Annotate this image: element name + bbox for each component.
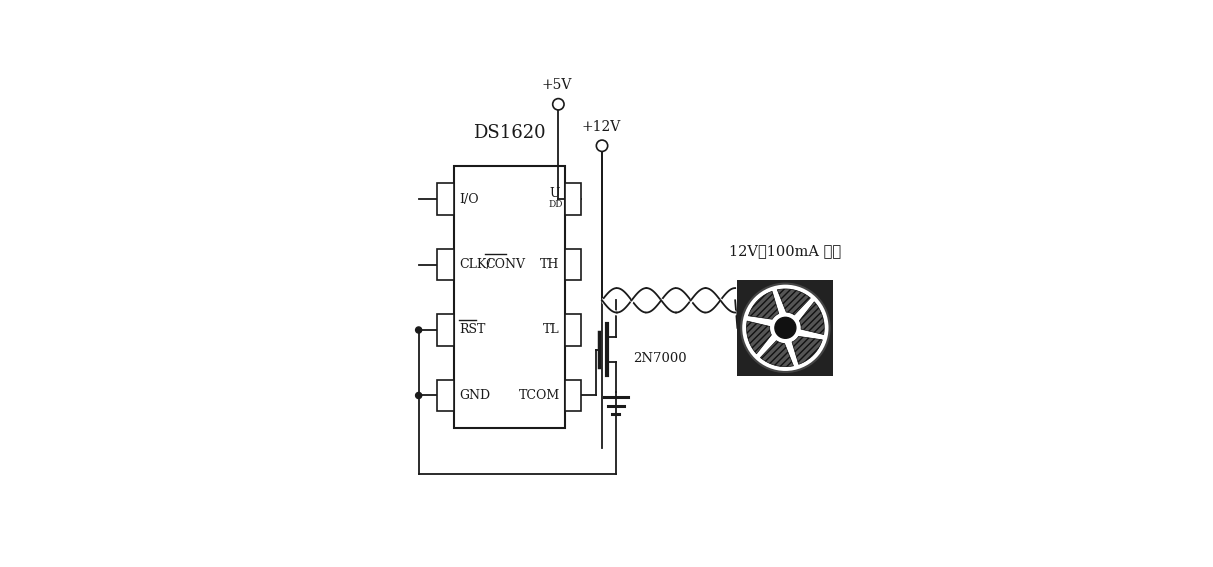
Circle shape xyxy=(775,318,796,338)
Text: +5V: +5V xyxy=(541,78,571,92)
Bar xyxy=(437,314,454,346)
Circle shape xyxy=(416,327,422,333)
Bar xyxy=(454,166,565,428)
Bar xyxy=(738,280,833,376)
Bar xyxy=(565,183,581,215)
Circle shape xyxy=(741,284,830,372)
Text: CONV: CONV xyxy=(485,258,525,271)
Bar xyxy=(437,183,454,215)
Polygon shape xyxy=(792,336,822,365)
Polygon shape xyxy=(748,291,779,319)
Text: I/O: I/O xyxy=(459,193,478,205)
Polygon shape xyxy=(761,341,793,367)
Text: +12V: +12V xyxy=(581,120,620,134)
Text: 2N7000: 2N7000 xyxy=(633,352,687,365)
Text: TCOM: TCOM xyxy=(518,389,559,402)
Text: U: U xyxy=(549,187,559,200)
Text: CLK/: CLK/ xyxy=(459,258,490,271)
Polygon shape xyxy=(778,289,810,315)
Circle shape xyxy=(597,140,608,151)
Circle shape xyxy=(416,392,422,399)
Bar xyxy=(565,249,581,280)
Polygon shape xyxy=(746,321,771,354)
Text: TH: TH xyxy=(540,258,559,271)
Bar xyxy=(437,249,454,280)
Text: 12V．100mA 风扇: 12V．100mA 风扇 xyxy=(729,244,842,258)
Text: DS1620: DS1620 xyxy=(473,124,546,142)
Text: RST: RST xyxy=(459,324,485,336)
Text: GND: GND xyxy=(459,389,490,402)
Circle shape xyxy=(553,99,564,110)
Text: TL: TL xyxy=(543,324,559,336)
Bar xyxy=(565,314,581,346)
Bar xyxy=(437,380,454,411)
Polygon shape xyxy=(799,302,825,335)
Text: DD: DD xyxy=(548,200,563,209)
Bar xyxy=(565,380,581,411)
